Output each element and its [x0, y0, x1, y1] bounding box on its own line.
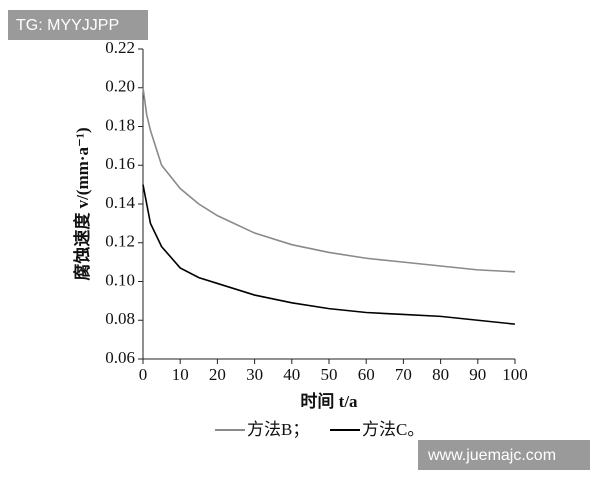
x-tick-label: 80: [432, 365, 449, 384]
y-axis-label: 腐蚀速度 v/(mm·a⁻¹): [72, 127, 92, 280]
x-tick-label: 30: [246, 365, 263, 384]
x-axis-label: 时间 t/a: [300, 391, 358, 411]
y-tick-label: 0.06: [105, 348, 135, 367]
watermark: TG: MYYJJPP: [16, 17, 119, 34]
legend-label: 方法B；: [247, 420, 309, 439]
y-tick-label: 0.22: [105, 38, 135, 57]
x-tick-label: 10: [172, 365, 189, 384]
x-tick-label: 100: [502, 365, 528, 384]
y-tick-label: 0.08: [105, 309, 135, 328]
watermark-box: [8, 10, 148, 40]
line: [142, 184, 516, 325]
line: [142, 87, 516, 273]
y-tick-label: 0.20: [105, 77, 135, 96]
y-tick-label: 0.18: [105, 115, 135, 134]
legend-label: 方法C。: [362, 420, 424, 439]
x-tick-label: 0: [139, 365, 148, 384]
x-tick-label: 60: [358, 365, 375, 384]
y-tick-label: 0.16: [105, 154, 135, 173]
watermark: www.juemajc.com: [427, 447, 556, 464]
x-tick-label: 90: [469, 365, 486, 384]
x-tick-label: 70: [395, 365, 412, 384]
x-tick-label: 50: [321, 365, 338, 384]
x-tick-label: 40: [283, 365, 300, 384]
watermark-box: [418, 440, 590, 470]
x-tick-label: 20: [209, 365, 226, 384]
y-tick-label: 0.12: [105, 232, 135, 251]
y-tick-label: 0.14: [105, 193, 135, 212]
y-tick-label: 0.10: [105, 270, 135, 289]
